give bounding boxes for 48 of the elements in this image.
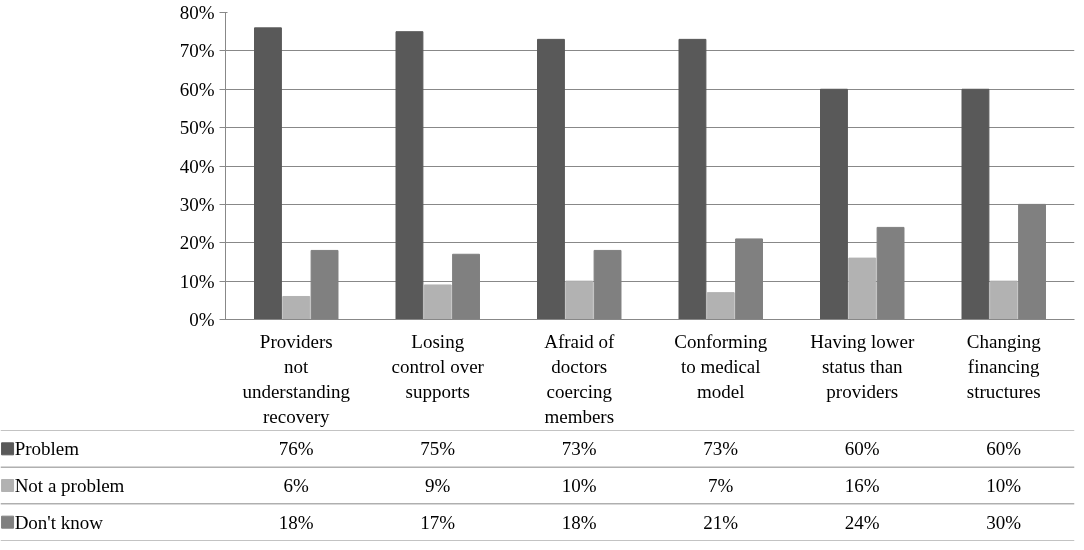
- data-label: 75%: [420, 438, 456, 460]
- x-tick-label: Providers not understanding recovery: [242, 330, 351, 428]
- legend-label: Not a problem: [14, 475, 125, 496]
- bar: [395, 31, 424, 320]
- data-label: 21%: [703, 511, 739, 533]
- x-tick-label: Losing control over supports: [391, 330, 485, 402]
- bar: [537, 38, 565, 320]
- y-tick-label: 10%: [179, 270, 215, 292]
- y-tick-label: 40%: [179, 155, 215, 177]
- data-label: 30%: [986, 511, 1022, 533]
- data-label: 73%: [703, 438, 739, 460]
- x-tick-label: Conforming to medical model: [674, 330, 768, 402]
- x-tick-label: Afraid of doctors coercing members: [544, 330, 616, 428]
- data-label: 24%: [844, 511, 880, 533]
- x-tick-label: Changing financing structures: [966, 330, 1042, 402]
- data-label: 60%: [844, 438, 880, 460]
- data-label: 73%: [561, 438, 597, 460]
- y-tick-label: 80%: [179, 2, 215, 23]
- y-tick-label: 30%: [179, 193, 215, 215]
- data-label: 6%: [283, 475, 310, 496]
- data-label: 17%: [420, 511, 456, 533]
- data-label: 9%: [425, 475, 451, 496]
- data-label: 10%: [561, 475, 597, 496]
- y-tick-label: 60%: [179, 78, 215, 100]
- legend-label: Problem: [14, 438, 80, 460]
- bar: [820, 88, 848, 320]
- bar: [565, 280, 594, 320]
- bar: [961, 88, 990, 320]
- data-label: 16%: [844, 475, 880, 496]
- data-label: 18%: [278, 511, 314, 533]
- y-tick-label: 70%: [179, 40, 215, 62]
- data-label: 18%: [561, 511, 597, 533]
- data-label: 7%: [708, 475, 734, 496]
- bar: [254, 27, 282, 320]
- legend-label: Don't know: [14, 511, 104, 533]
- bar: [423, 284, 452, 320]
- bar: [989, 280, 1018, 320]
- bar: [282, 295, 311, 320]
- data-label: 76%: [278, 438, 314, 460]
- bar: [678, 38, 707, 320]
- bar: [706, 292, 735, 320]
- x-tick-label: Having lower status than providers: [810, 330, 915, 402]
- y-tick-label: 50%: [179, 117, 215, 139]
- y-tick-label: 20%: [179, 232, 215, 254]
- data-label: 60%: [986, 438, 1022, 460]
- data-label: 10%: [986, 475, 1022, 496]
- y-tick-label: 0%: [189, 309, 215, 330]
- bar: [848, 257, 877, 320]
